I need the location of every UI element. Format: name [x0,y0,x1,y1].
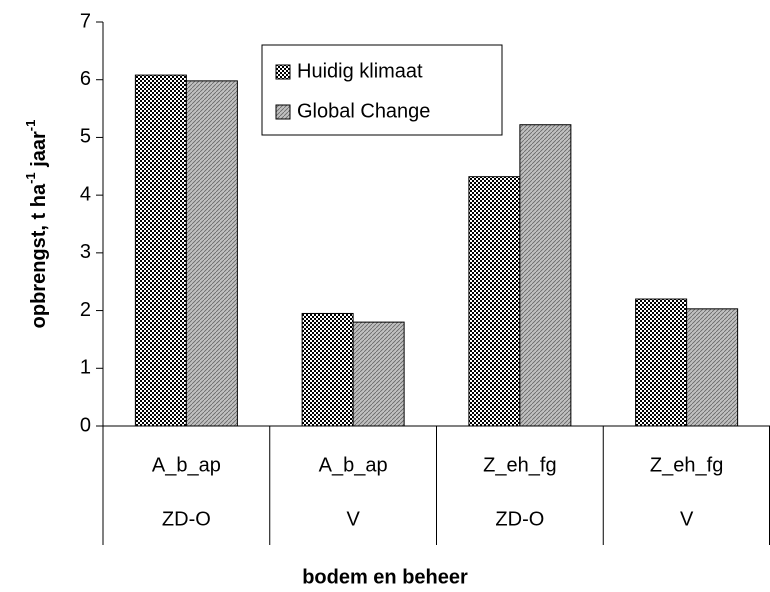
y-axis-title-superscript: -1 [23,172,38,184]
bar [301,312,354,427]
y-tick-label: 4 [80,183,91,205]
x-tick-label: Z_eh_fg [483,454,556,476]
legend: Huidig klimaat Global Change [261,44,503,136]
bar [352,321,405,427]
y-axis-title-superscript: -1 [23,120,38,132]
y-tick-label: 1 [80,357,91,379]
x-tick-label: A_b_ap [319,454,388,476]
bar [519,124,572,427]
x-group-label: ZD-O [162,508,211,530]
y-axis-title: opbrengst, t ha-1 jaar-1 [23,120,50,329]
x-axis-title: bodem en beheer [302,566,468,588]
bar [686,308,739,427]
legend-swatch [275,64,291,80]
y-tick-label: 2 [80,299,91,321]
y-tick-label: 5 [80,126,91,148]
x-tick-label: A_b_ap [152,454,221,476]
legend-label: Global Change [297,100,430,122]
y-tick-label: 3 [80,241,91,263]
x-group-label: V [346,508,360,530]
bar [185,80,238,427]
x-group-label: V [680,508,694,530]
x-tick-label: Z_eh_fg [650,454,723,476]
legend-swatch [275,104,291,120]
x-group-label: ZD-O [495,508,544,530]
y-axis-title-part: opbrengst, t ha [28,183,50,328]
bar [134,74,187,427]
y-tick-label: 0 [80,414,91,436]
y-tick-label: 6 [80,68,91,90]
y-tick-label: 7 [80,10,91,32]
y-axis-title-part: jaar [28,131,50,172]
legend-label: Huidig klimaat [297,60,423,82]
bar [635,298,688,427]
bar [468,176,521,427]
legend-box [261,44,503,136]
